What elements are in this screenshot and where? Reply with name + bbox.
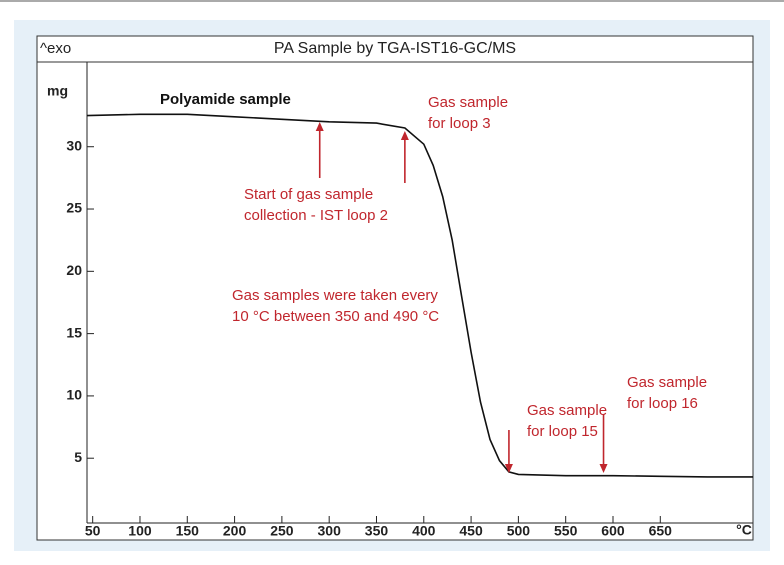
x-tick-label: 450: [459, 523, 483, 539]
annotation-text: Gas samples were taken every: [232, 287, 438, 304]
annotation-text: Gas sample: [428, 94, 508, 111]
y-tick-label: 25: [66, 200, 82, 216]
x-axis-label: °C: [736, 522, 752, 538]
arrow-head: [504, 464, 513, 473]
annotation-text: for loop 16: [627, 395, 698, 412]
x-tick-label: 100: [128, 523, 152, 539]
x-tick-label: 300: [318, 523, 342, 539]
x-tick-label: 200: [223, 523, 247, 539]
x-tick-label: 250: [270, 523, 294, 539]
x-tick-label: 650: [649, 523, 673, 539]
annotation-text: Gas sample: [627, 374, 707, 391]
x-tick-label: 500: [507, 523, 531, 539]
x-tick-label: 350: [365, 523, 389, 539]
annotation-text: for loop 3: [428, 115, 491, 132]
x-tick-label: 150: [176, 523, 200, 539]
y-tick-label: 15: [66, 324, 82, 340]
x-tick-label: 50: [85, 523, 101, 539]
plot-frame: [36, 35, 754, 541]
annotation-text: Gas sample: [527, 402, 607, 419]
y-axis-label: mg: [47, 83, 68, 99]
chart-title: PA Sample by TGA-IST16-GC/MS: [274, 40, 516, 57]
annotation-text: collection - IST loop 2: [244, 207, 388, 224]
y-tick-label: 5: [74, 449, 82, 465]
y-tick-label: 10: [66, 387, 82, 403]
annotation-text: 10 °C between 350 and 490 °C: [232, 308, 439, 325]
arrow-head: [400, 131, 409, 140]
arrow-head: [315, 122, 324, 131]
data-line: [86, 113, 753, 478]
arrow-head: [599, 464, 608, 473]
annotation-text: for loop 15: [527, 423, 598, 440]
y-tick-label: 30: [66, 137, 82, 153]
subtitle: Polyamide sample: [160, 91, 291, 108]
x-tick-label: 550: [554, 523, 578, 539]
y-tick-label: 20: [66, 262, 82, 278]
x-tick-label: 400: [412, 523, 436, 539]
x-tick-label: 600: [601, 523, 625, 539]
corner-label: ^exo: [40, 40, 71, 57]
annotation-text: Start of gas sample: [244, 186, 373, 203]
